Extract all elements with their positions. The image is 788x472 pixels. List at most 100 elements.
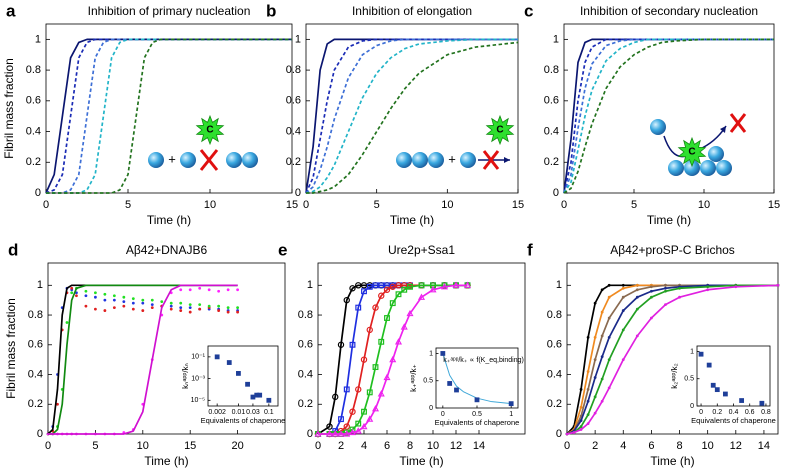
data-point (579, 405, 583, 409)
data-point (355, 304, 362, 311)
data-point (650, 295, 653, 299)
data-point (429, 286, 437, 293)
data-point (131, 297, 135, 301)
data-point (621, 358, 625, 362)
y-tick-label: 0.6 (544, 95, 559, 107)
data-point (600, 377, 604, 381)
data-point (112, 294, 116, 298)
y-tick-label: 0.2 (26, 156, 41, 168)
data-point (70, 286, 74, 290)
y-tick-label: 10⁻⁵ (191, 397, 205, 404)
data-point (332, 393, 339, 401)
data-point (179, 306, 183, 310)
x-tick-label: 15 (512, 199, 524, 211)
y-tick-label: 0.4 (26, 125, 41, 137)
data-point (664, 303, 667, 307)
data-point (586, 399, 590, 403)
data-point (343, 429, 350, 436)
data-point (179, 301, 183, 305)
y-tick-label: 0.2 (28, 398, 43, 410)
panel-label: a (6, 1, 16, 20)
x-tick-label: 10 (702, 440, 714, 452)
data-point (361, 408, 367, 415)
y-tick-label: 0.2 (298, 398, 313, 410)
data-point (607, 283, 611, 287)
data-point (607, 358, 611, 362)
data-point (366, 326, 373, 334)
x-tick-label: 0 (441, 411, 445, 418)
data-point (586, 370, 590, 373)
svg-text:+: + (448, 151, 456, 166)
data-point (122, 295, 126, 299)
x-tick-label: 0.8 (761, 409, 771, 416)
data-point (349, 285, 356, 292)
x-tick-label: 0 (43, 199, 49, 211)
data-point (776, 283, 780, 287)
data-line (563, 38, 774, 194)
schematic-b: + C (396, 115, 514, 170)
y-tick-label: 0.6 (298, 339, 313, 351)
data-point (188, 303, 192, 307)
data-point (188, 306, 192, 310)
y-tick-label: 0.8 (26, 64, 41, 76)
panel-title: Inhibition of elongation (352, 4, 472, 18)
data-point (150, 298, 154, 302)
data-point (366, 415, 374, 422)
data-point (348, 428, 357, 436)
data-point (372, 364, 379, 371)
x-tick-label: 15 (768, 199, 780, 211)
data-point (593, 411, 597, 415)
data-point (734, 285, 738, 289)
x-axis-label: Time (h) (650, 454, 694, 468)
x-tick-label: 12 (730, 440, 742, 452)
data-point (586, 335, 590, 339)
data-point (394, 338, 403, 345)
data-point (122, 304, 126, 308)
data-point (664, 286, 667, 290)
inset-x-label: Equivalents of chaperone (435, 418, 520, 427)
y-tick-label: 0 (35, 187, 41, 199)
y-tick-label: 0.4 (547, 368, 562, 380)
data-point (440, 283, 449, 290)
data-point (389, 355, 397, 363)
y-tick-label: 1 (556, 279, 562, 291)
x-tick-label: 2 (338, 440, 344, 452)
inset-y-label: k₊ᵃᵖᵖ/k₊ (409, 364, 418, 392)
x-tick-label: 0 (315, 440, 321, 452)
data-point (593, 335, 597, 339)
data-point (361, 288, 367, 295)
data-point (355, 420, 362, 427)
y-tick-label: 1 (295, 33, 301, 45)
data-point (94, 307, 97, 311)
data-point (607, 295, 611, 299)
data-point (236, 310, 240, 314)
data-point (586, 387, 590, 391)
y-tick-label: 0.6 (28, 339, 43, 351)
data-point (621, 283, 625, 287)
data-point (389, 283, 396, 290)
plot-frame (305, 23, 519, 194)
data-point (572, 431, 576, 434)
x-tick-label: 15 (286, 199, 298, 211)
data-point (226, 360, 232, 365)
data-point (354, 427, 362, 434)
data-point (650, 316, 653, 320)
data-point (70, 291, 74, 295)
x-tick-label: 10 (427, 440, 439, 452)
data-point (103, 309, 107, 312)
y-tick-label: 1 (37, 279, 43, 291)
data-line (563, 38, 774, 194)
data-point (678, 286, 681, 290)
data-point (65, 321, 69, 324)
x-tick-label: 5 (374, 199, 380, 211)
data-point (440, 351, 446, 356)
data-point (447, 381, 453, 386)
x-tick-label: 14 (758, 440, 770, 452)
x-tick-label: 0.2 (712, 409, 722, 416)
x-tick-label: 0.01 (232, 409, 246, 416)
data-point (169, 304, 173, 308)
data-point (600, 399, 604, 403)
data-point (188, 288, 192, 292)
panel-label: c (524, 1, 533, 20)
data-point (607, 386, 611, 390)
